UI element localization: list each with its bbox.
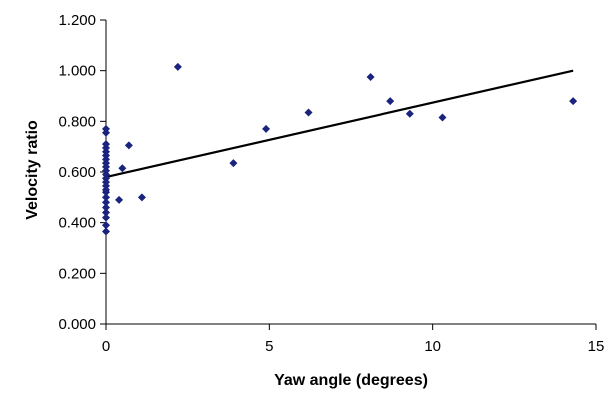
data-point bbox=[102, 140, 110, 149]
x-axis-title: Yaw angle (degrees) bbox=[274, 372, 428, 389]
data-point bbox=[102, 213, 110, 222]
data-point bbox=[102, 124, 110, 133]
y-tick-label: 0.800 bbox=[58, 113, 96, 130]
x-tick-label: 0 bbox=[102, 338, 110, 355]
data-point bbox=[386, 97, 395, 106]
data-point bbox=[229, 159, 238, 168]
data-point bbox=[366, 73, 375, 81]
data-point bbox=[102, 221, 110, 230]
data-point bbox=[137, 193, 146, 202]
trend-line bbox=[105, 69, 574, 179]
y-tick-label: 0.000 bbox=[58, 316, 96, 333]
y-axis-title: Velocity ratio bbox=[24, 120, 41, 220]
y-tick-label: 0.200 bbox=[58, 265, 96, 282]
data-point bbox=[115, 195, 124, 204]
plot-area: 0.000 0.200 0.400 0.600 0.800 1.000 1.200 0 5 10 1… bbox=[58, 12, 604, 355]
data-point bbox=[102, 193, 110, 202]
data-point bbox=[118, 164, 127, 173]
data-point bbox=[405, 109, 414, 118]
x-tick-label: 10 bbox=[424, 338, 441, 355]
x-tick-label: 5 bbox=[265, 338, 273, 355]
y-tick-label: 0.600 bbox=[58, 164, 96, 181]
x-tick-label: 15 bbox=[588, 338, 605, 355]
y-tick-label: 1.200 bbox=[58, 12, 96, 29]
data-point bbox=[102, 227, 110, 236]
data-point bbox=[304, 108, 313, 117]
data-point bbox=[438, 113, 447, 122]
data-point bbox=[262, 124, 271, 133]
y-tick-label: 1.000 bbox=[58, 63, 96, 80]
data-point bbox=[173, 62, 182, 71]
data-point bbox=[569, 97, 578, 106]
data-point bbox=[102, 208, 110, 217]
data-point bbox=[102, 198, 110, 207]
y-tick-label: 0.400 bbox=[58, 215, 96, 232]
data-point bbox=[102, 203, 110, 212]
data-point bbox=[124, 141, 133, 150]
